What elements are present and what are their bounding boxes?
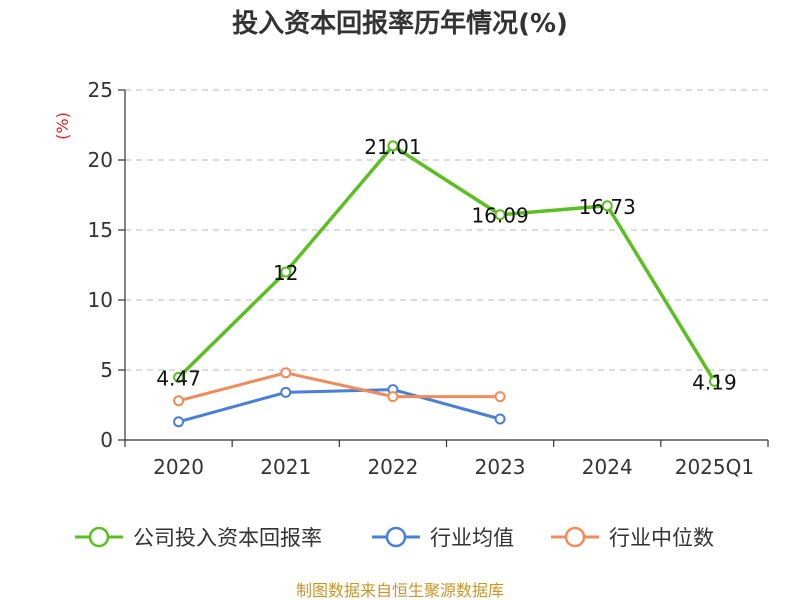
chart-title: 投入资本回报率历年情况(%) [232, 8, 568, 39]
y-tick-label: 25 [88, 78, 113, 102]
x-tick-label: 2022 [367, 455, 418, 479]
legend-marker [564, 526, 586, 548]
data-point [173, 416, 185, 428]
y-tick-label: 10 [88, 288, 113, 312]
data-label: 4.19 [692, 370, 737, 394]
x-tick-label: 2025Q1 [675, 455, 754, 479]
legend-label: 公司投入资本回报率 [133, 526, 322, 550]
series-line [177, 371, 502, 403]
grid [125, 89, 768, 371]
series-group [173, 140, 720, 428]
data-point [601, 200, 613, 212]
data-label: 4.47 [156, 366, 201, 390]
y-axis-label: (%) [53, 112, 72, 140]
data-point [494, 413, 506, 425]
legend-label: 行业均值 [430, 526, 514, 550]
x-tick-label: 2020 [153, 455, 204, 479]
data-label: 21.01 [364, 135, 421, 159]
data-labels: 4.47 12 21.01 16.09 16.73 4.19 [156, 135, 736, 394]
y-tick-label: 15 [88, 218, 113, 242]
data-point [387, 140, 399, 152]
data-label: 16.09 [471, 204, 528, 228]
y-tick-label: 20 [88, 148, 113, 172]
data-point [708, 375, 720, 387]
legend-marker [88, 526, 110, 548]
data-point [173, 395, 185, 407]
x-tick-label: 2023 [475, 455, 526, 479]
series-line [176, 144, 717, 384]
data-point [280, 386, 292, 398]
legend[interactable]: 公司投入资本回报率 行业均值 行业中位数 [75, 526, 714, 550]
legend-label: 行业中位数 [609, 526, 714, 550]
legend-item[interactable]: 行业中位数 [551, 526, 714, 550]
y-tick-label: 0 [100, 428, 113, 452]
legend-marker [385, 526, 407, 548]
legend-item[interactable]: 行业均值 [372, 526, 514, 550]
data-label: 12 [273, 261, 298, 285]
x-tick-label: 2024 [582, 455, 633, 479]
data-point [280, 266, 292, 278]
data-label: 16.73 [579, 195, 636, 219]
legend-item[interactable]: 公司投入资本回报率 [75, 526, 322, 550]
axes: 0 5 10 15 20 25 2020 2021 2022 2023 2024 2025Q1 [88, 78, 769, 479]
data-point [280, 367, 292, 379]
source-note: 制图数据来自恒生聚源数据库 [296, 581, 504, 600]
y-tick-label: 5 [100, 358, 113, 382]
x-tick-label: 2021 [260, 455, 311, 479]
data-point [494, 209, 506, 221]
data-point [387, 391, 399, 403]
series-line [177, 388, 502, 424]
data-point [173, 371, 185, 383]
data-point [494, 391, 506, 403]
